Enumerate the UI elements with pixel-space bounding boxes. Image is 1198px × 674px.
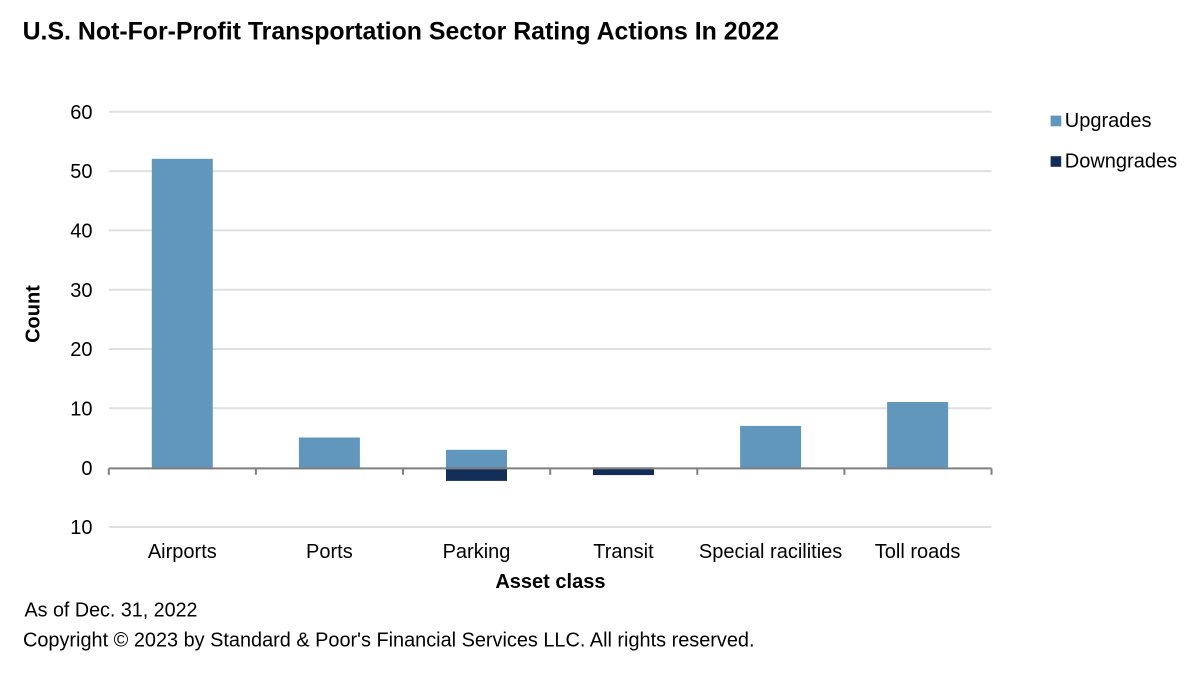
svg-text:Transit: Transit [593, 541, 654, 563]
svg-text:Downgrades: Downgrades [1065, 150, 1177, 172]
svg-text:U.S. Not-For-Profit Transporta: U.S. Not-For-Profit Transportation Secto… [23, 18, 780, 46]
svg-text:Copyright © 2023 by Standard &: Copyright © 2023 by Standard & Poor's Fi… [23, 629, 755, 651]
svg-text:Parking: Parking [443, 541, 511, 563]
svg-text:Asset class: Asset class [495, 571, 605, 593]
svg-text:Upgrades: Upgrades [1065, 110, 1152, 132]
svg-text:Ports: Ports [306, 541, 353, 563]
svg-text:10: 10 [70, 517, 92, 539]
svg-text:20: 20 [70, 339, 92, 361]
svg-text:30: 30 [70, 280, 92, 302]
svg-text:Airports: Airports [148, 541, 217, 563]
svg-text:50: 50 [70, 161, 92, 183]
svg-text:Special racilities: Special racilities [699, 541, 842, 563]
svg-text:As of Dec. 31, 2022: As of Dec. 31, 2022 [25, 600, 198, 622]
svg-text:60: 60 [70, 102, 92, 124]
svg-text:10: 10 [70, 399, 92, 421]
svg-text:40: 40 [70, 221, 92, 243]
svg-text:0: 0 [81, 458, 92, 480]
svg-text:Toll roads: Toll roads [875, 541, 961, 563]
svg-text:Count: Count [23, 285, 45, 343]
